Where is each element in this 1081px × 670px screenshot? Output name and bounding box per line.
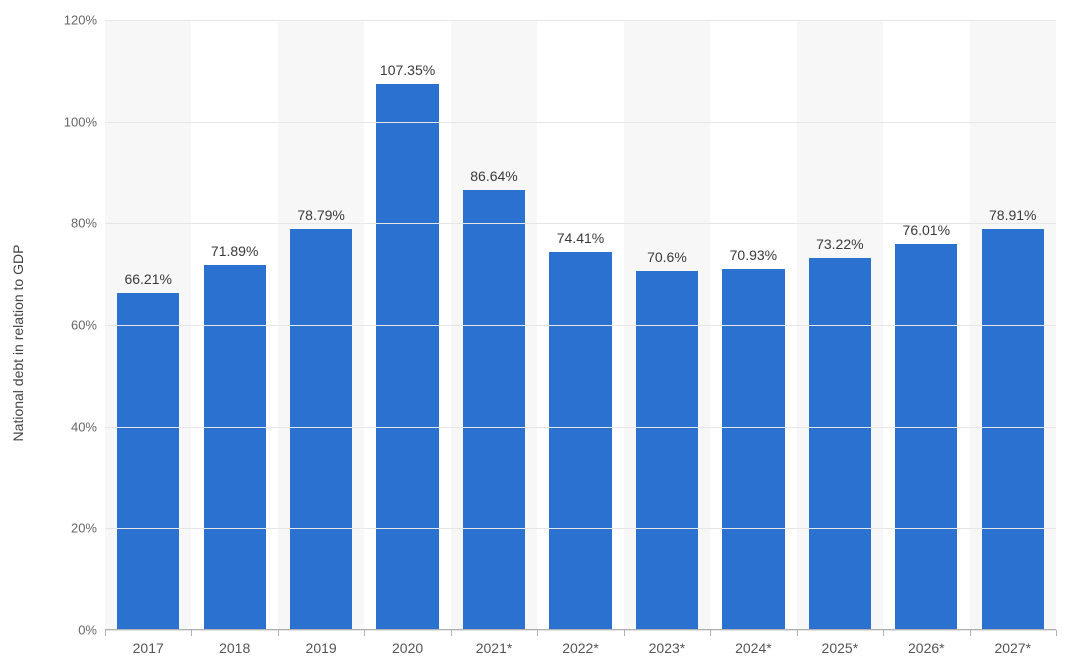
y-tick-label: 0% bbox=[78, 623, 97, 638]
bar[interactable]: 78.91% bbox=[982, 229, 1044, 630]
x-tick-mark bbox=[278, 630, 279, 636]
bar[interactable]: 86.64% bbox=[463, 190, 525, 630]
x-tick-label: 2020 bbox=[392, 640, 423, 656]
bar-value-label: 66.21% bbox=[124, 271, 171, 287]
y-tick-label: 100% bbox=[64, 114, 97, 129]
y-tick-label: 20% bbox=[71, 521, 97, 536]
grid-line bbox=[105, 20, 1056, 21]
x-tick-mark bbox=[451, 630, 452, 636]
x-tick-label: 2025* bbox=[822, 640, 859, 656]
bar-value-label: 73.22% bbox=[816, 236, 863, 252]
bar[interactable]: 70.93% bbox=[722, 269, 784, 630]
bar-value-label: 78.91% bbox=[989, 207, 1036, 223]
bar-value-label: 71.89% bbox=[211, 243, 258, 259]
y-tick-label: 60% bbox=[71, 318, 97, 333]
grid-line bbox=[105, 528, 1056, 529]
bar-value-label: 107.35% bbox=[380, 62, 435, 78]
chart-container: National debt in relation to GDP 66.21%2… bbox=[0, 0, 1081, 670]
x-tick-label: 2018 bbox=[219, 640, 250, 656]
y-tick-label: 40% bbox=[71, 419, 97, 434]
bar[interactable]: 78.79% bbox=[290, 229, 352, 630]
grid-line bbox=[105, 427, 1056, 428]
bar-value-label: 70.93% bbox=[730, 247, 777, 263]
x-tick-label: 2026* bbox=[908, 640, 945, 656]
x-tick-label: 2022* bbox=[562, 640, 599, 656]
bar[interactable]: 107.35% bbox=[376, 84, 438, 630]
x-tick-label: 2019 bbox=[306, 640, 337, 656]
x-tick-mark bbox=[710, 630, 711, 636]
x-tick-label: 2021* bbox=[476, 640, 513, 656]
bar-value-label: 74.41% bbox=[557, 230, 604, 246]
x-tick-label: 2024* bbox=[735, 640, 772, 656]
x-tick-mark bbox=[191, 630, 192, 636]
x-tick-mark bbox=[970, 630, 971, 636]
y-tick-label: 120% bbox=[64, 13, 97, 28]
bar-value-label: 86.64% bbox=[470, 168, 517, 184]
bar[interactable]: 66.21% bbox=[117, 293, 179, 630]
grid-line bbox=[105, 223, 1056, 224]
x-tick-mark bbox=[797, 630, 798, 636]
grid-line bbox=[105, 325, 1056, 326]
x-tick-mark bbox=[883, 630, 884, 636]
x-tick-mark bbox=[364, 630, 365, 636]
y-tick-label: 80% bbox=[71, 216, 97, 231]
x-tick-label: 2027* bbox=[994, 640, 1031, 656]
y-axis-label: National debt in relation to GDP bbox=[10, 245, 26, 442]
x-tick-mark bbox=[1056, 630, 1057, 636]
grid-line bbox=[105, 122, 1056, 123]
x-tick-label: 2017 bbox=[133, 640, 164, 656]
x-tick-mark bbox=[105, 630, 106, 636]
x-tick-mark bbox=[537, 630, 538, 636]
plot-area: 66.21%201771.89%201878.79%2019107.35%202… bbox=[105, 20, 1056, 630]
bar[interactable]: 73.22% bbox=[809, 258, 871, 630]
bar[interactable]: 74.41% bbox=[549, 252, 611, 630]
bar-value-label: 78.79% bbox=[297, 207, 344, 223]
x-tick-label: 2023* bbox=[649, 640, 686, 656]
bar[interactable]: 76.01% bbox=[895, 244, 957, 630]
bar[interactable]: 71.89% bbox=[204, 265, 266, 630]
grid-line bbox=[105, 630, 1056, 631]
bar-value-label: 70.6% bbox=[647, 249, 687, 265]
x-tick-mark bbox=[624, 630, 625, 636]
